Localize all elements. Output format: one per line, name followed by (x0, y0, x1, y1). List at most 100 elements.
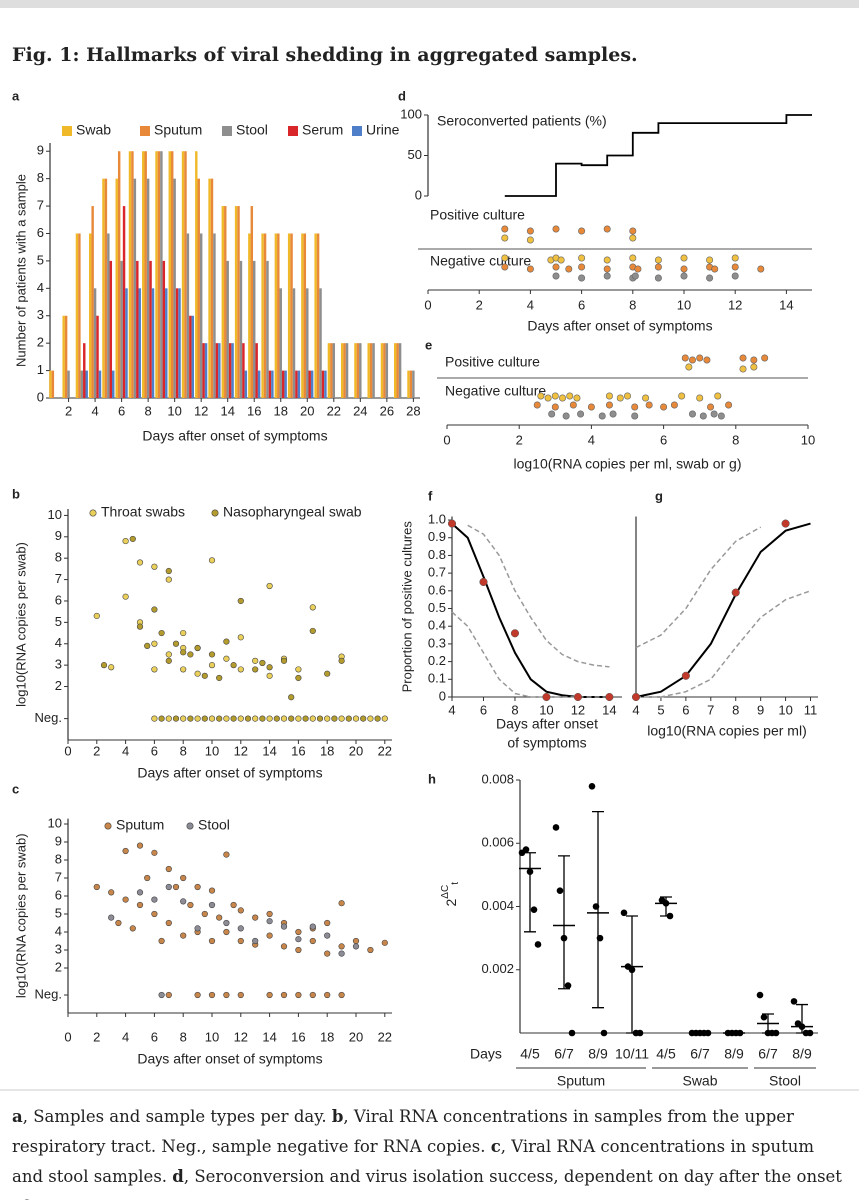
point (367, 715, 374, 722)
culture-dot (566, 392, 574, 400)
x-axis-label: Days after onset of symptoms (142, 428, 327, 444)
caption-text: , Viral RNA concentrations in sputum and… (12, 1137, 815, 1186)
culture-dot (603, 256, 611, 264)
culture-dot (699, 412, 707, 420)
point (122, 593, 129, 600)
error-bar (524, 852, 536, 933)
culture-dot (526, 236, 534, 244)
culture-dot (680, 254, 688, 262)
point (151, 666, 158, 673)
error-bar (762, 1013, 774, 1034)
point (331, 715, 338, 722)
point (223, 851, 230, 858)
bar (160, 151, 163, 398)
y-tick-label: 8 (37, 170, 44, 185)
y-tick-label: Neg. (35, 710, 62, 725)
point (122, 537, 129, 545)
x-tick-label: 26 (380, 403, 394, 418)
x-tick-label: 20 (300, 403, 314, 418)
x-tick-label: 4 (632, 702, 639, 717)
point (309, 604, 316, 611)
legend-marker (104, 822, 112, 830)
bar (218, 343, 221, 398)
point (731, 588, 740, 597)
x-tick-label: 8 (629, 297, 636, 312)
point (266, 715, 273, 722)
point (223, 991, 230, 999)
point (151, 849, 158, 856)
point (151, 896, 158, 903)
x-tick-label: 6 (118, 403, 125, 418)
point (194, 991, 201, 999)
x-tick-label: 14 (262, 1029, 276, 1044)
panel-letter: e (425, 337, 432, 352)
x-axis-label: Days after onset (496, 716, 598, 732)
culture-dot (642, 394, 650, 402)
point (259, 715, 266, 722)
x-tick-label: 4 (122, 743, 129, 758)
panel-letter: a (12, 88, 20, 103)
y-tick-label: 2 (55, 959, 62, 974)
bar (151, 288, 155, 398)
bar (168, 151, 171, 398)
point (230, 901, 237, 909)
culture-dot (552, 263, 560, 271)
bar (208, 178, 211, 398)
culture-dot (714, 392, 722, 400)
legend-marker (89, 509, 97, 517)
bar (274, 233, 278, 398)
point (158, 937, 165, 945)
y-tick-label: 6 (37, 225, 44, 240)
point (588, 783, 596, 790)
y-tick-label: 0.2 (428, 653, 446, 668)
point (208, 887, 216, 894)
point (806, 1029, 814, 1037)
x-axis-label: log10(RNA copies per ml, swab or g) (514, 456, 742, 472)
culture-dot (559, 394, 567, 402)
point (129, 535, 136, 543)
x-tick-label: 22 (327, 403, 341, 418)
point (100, 662, 108, 669)
fit-line (451, 611, 610, 698)
y-tick-label: 2 (37, 335, 44, 350)
x-tick-label: 6/7 (758, 1046, 778, 1062)
culture-dot (501, 225, 509, 233)
legend-label: Serum (302, 122, 343, 138)
point (144, 642, 151, 649)
x-tick-label: 4 (122, 1029, 129, 1044)
bar (327, 343, 331, 398)
bar (170, 151, 174, 398)
y-tick-label: 4 (55, 635, 62, 650)
bar (253, 260, 256, 398)
fit-line (635, 522, 811, 698)
bar (128, 151, 132, 398)
point (280, 923, 288, 930)
point (194, 925, 201, 932)
bar (62, 315, 65, 398)
point (244, 715, 252, 722)
culture-dot (605, 401, 613, 409)
x-tick-label: 4 (91, 403, 98, 418)
culture-dot (551, 392, 559, 400)
x-tick-label: 10 (778, 702, 792, 717)
x-axis-label: Days after onset of symptoms (527, 318, 712, 334)
point (316, 715, 324, 722)
bar (91, 206, 94, 398)
point (165, 715, 172, 722)
point (266, 918, 273, 925)
legend-marker (211, 509, 219, 517)
y-tick-label: Neg. (35, 986, 62, 1001)
culture-dot (680, 265, 688, 273)
x-tick-label: 2 (476, 297, 483, 312)
bar (184, 151, 187, 398)
point (280, 715, 288, 722)
x-tick-label: 7 (707, 702, 714, 717)
point (381, 939, 388, 946)
point (165, 865, 172, 873)
strip-label: Negative culture (445, 383, 546, 399)
point (556, 887, 564, 894)
step-label: Seroconverted patients (%) (437, 113, 607, 129)
bar (224, 206, 227, 398)
x-axis-label: Days after onset of symptoms (137, 765, 322, 781)
